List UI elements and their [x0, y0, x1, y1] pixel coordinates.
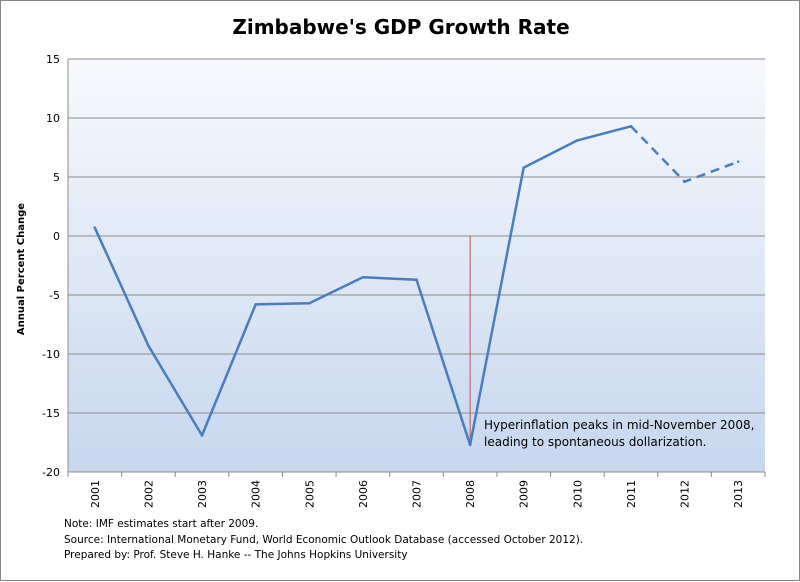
gdp-series [93, 124, 740, 447]
y-tick-labels: 15 10 5 0 -5 -10 -15 -20 [42, 53, 60, 479]
y-tick-label: -15 [42, 407, 60, 420]
data-point [468, 443, 472, 447]
chart-title: Zimbabwe's GDP Growth Rate [232, 15, 570, 39]
y-tick-label: 10 [46, 112, 60, 125]
x-tick-label: 2012 [679, 480, 692, 508]
data-point [683, 180, 686, 184]
data-point [200, 434, 204, 437]
data-point [576, 139, 579, 142]
y-tick-label: -10 [42, 348, 60, 361]
y-tick-label: 0 [53, 230, 60, 243]
data-point [736, 160, 740, 163]
x-tick-label: 2004 [250, 480, 263, 508]
data-point [147, 344, 150, 348]
y-tick-label: 5 [53, 171, 60, 184]
x-tick-label: 2003 [196, 480, 209, 508]
x-tick-label: 2007 [411, 480, 424, 508]
data-point [415, 278, 418, 281]
x-tick-label: 2006 [357, 480, 370, 508]
x-tick-label: 2011 [625, 480, 638, 508]
y-tick-label: 15 [46, 53, 60, 66]
footnotes: Note: IMF estimates start after 2009. So… [64, 517, 583, 564]
x-tick-label: 2001 [89, 480, 102, 508]
annotation-line-1: Hyperinflation peaks in mid-November 200… [484, 418, 754, 432]
y-tick-label: -5 [49, 289, 60, 302]
data-point [522, 166, 526, 169]
x-tick-label: 2002 [142, 480, 155, 508]
x-tick-label: 2010 [571, 480, 584, 508]
annotation-line-2: leading to spontaneous dollarization. [484, 435, 707, 449]
note-estimates: Note: IMF estimates start after 2009. [64, 518, 259, 530]
x-tick-labels: 2001 2002 2003 2004 2005 2006 2007 2008 2009 2010… [67, 472, 766, 508]
x-tick-label: 2005 [303, 480, 316, 508]
note-source: Source: International Monetary Fund, Wor… [64, 533, 584, 546]
x-tick-label: 2009 [518, 480, 531, 508]
data-point [93, 226, 97, 230]
data-point [361, 276, 365, 279]
x-tick-label: 2013 [732, 480, 745, 508]
y-tick-label: -20 [42, 466, 60, 479]
data-point [307, 301, 311, 305]
data-point [629, 124, 633, 128]
note-prepared-by: Prepared by: Prof. Steve H. Hanke -- The… [64, 549, 408, 561]
x-tick-label: 2008 [464, 480, 477, 508]
data-point [254, 303, 257, 306]
plot-area [68, 59, 765, 472]
